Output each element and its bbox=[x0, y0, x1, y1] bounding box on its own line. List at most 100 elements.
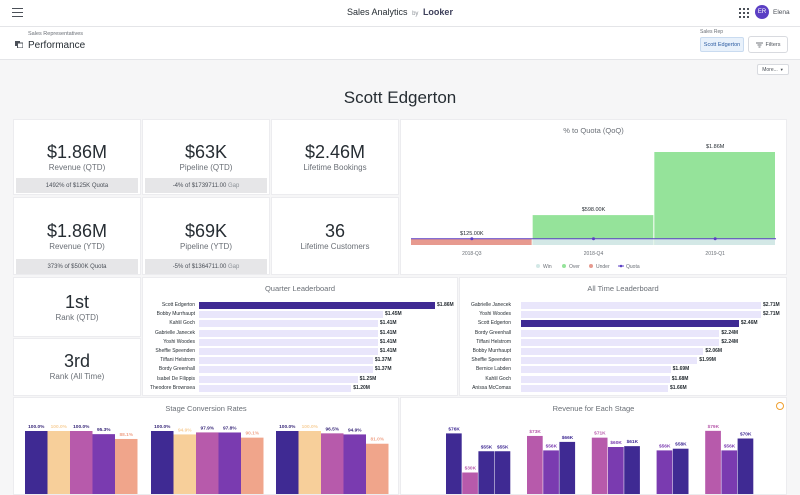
stage-revenue-label: $60K bbox=[610, 440, 622, 446]
filter-icon bbox=[755, 42, 763, 47]
filters-button[interactable]: Filters bbox=[748, 36, 788, 53]
leaderboard-name: Bernice Labden bbox=[475, 366, 511, 373]
leaderboard-value: $2.24M bbox=[721, 338, 739, 345]
top-bar: Sales Analytics by Looker ER Elena bbox=[0, 0, 800, 27]
stage-revenue-bar bbox=[624, 446, 640, 494]
stage-revenue-bar bbox=[559, 441, 576, 494]
leaderboard-row: Bordy Greenhall $2.24M bbox=[460, 329, 788, 338]
leaderboard-name: Kahlil Goch bbox=[485, 375, 511, 382]
stage-revenue-label: $76K bbox=[448, 426, 460, 432]
quota-x-tick: 2018-Q3 bbox=[462, 251, 482, 257]
alltime-leaderboard-tile: All Time Leaderboard Gabrielle Janecek $2… bbox=[459, 277, 787, 396]
leaderboard-value: $2.46M bbox=[740, 320, 758, 327]
more-button[interactable]: More... ▼ bbox=[757, 64, 789, 75]
leaderboard-bar bbox=[199, 302, 435, 309]
quarter-leaderboard-tile: Quarter Leaderboard Scott Edgerton $1.86M… bbox=[142, 277, 458, 396]
leaderboard-value: $1.25M bbox=[359, 375, 377, 382]
stage-conversion-label: 81.0% bbox=[370, 437, 384, 443]
clock-icon[interactable] bbox=[776, 402, 784, 410]
looker-logo: Looker bbox=[422, 7, 453, 17]
legend-swatch bbox=[562, 264, 566, 268]
quota-x-tick: 2018-Q4 bbox=[584, 251, 604, 257]
legend-label: Under bbox=[596, 264, 610, 270]
stage-conversion-bar bbox=[115, 438, 138, 494]
stage-revenue-bar bbox=[591, 437, 608, 494]
stage-conversion-label: 94.9% bbox=[348, 427, 362, 433]
leaderboard-value: $1.37M bbox=[374, 366, 392, 373]
quota-point bbox=[592, 237, 595, 241]
quota-x-tick: 2019-Q1 bbox=[705, 251, 725, 257]
stage-revenue-label: $55K bbox=[497, 444, 509, 450]
leaderboard-name: Yoshi Woodes bbox=[163, 338, 195, 345]
pipeline-ytd-label: Pipeline (YTD) bbox=[179, 242, 232, 251]
leaderboard-bar bbox=[199, 375, 358, 383]
leaderboard-row: Bobby Murrhaupt $1.45M bbox=[143, 310, 459, 319]
more-button-label: More... bbox=[762, 66, 778, 73]
stage-conversion-title: Stage Conversion Rates bbox=[165, 404, 247, 413]
stage-revenue-bar bbox=[656, 450, 673, 494]
quota-chart: $125.00K 2018-Q3 $598.00K 2018-Q4 $1.86M 2019… bbox=[411, 144, 776, 270]
user-name[interactable]: Elena bbox=[773, 9, 790, 16]
quota-data-label: $598.00K bbox=[582, 207, 606, 213]
apps-grid-icon[interactable] bbox=[739, 8, 749, 18]
app-title: Sales Analytics by Looker bbox=[0, 7, 800, 17]
stage-conversion-bar bbox=[321, 433, 344, 494]
pipeline-ytd-gap-suffix: Gap bbox=[227, 263, 240, 270]
stage-conversion-bar bbox=[276, 431, 299, 494]
leaderboard-name: Sheffie Speenden bbox=[471, 357, 511, 364]
lifetime-bookings-value: $2.46M bbox=[304, 142, 366, 162]
legend-label: Over bbox=[569, 264, 580, 270]
leaderboard-value: $1.68M bbox=[671, 375, 689, 382]
stage-conversion-bar bbox=[196, 432, 219, 494]
legend-swatch-dot bbox=[619, 264, 623, 268]
menu-icon[interactable] bbox=[12, 8, 23, 17]
stage-revenue-label: $66K bbox=[562, 435, 574, 441]
leaderboard-name: Bordy Greenhall bbox=[474, 329, 511, 336]
stage-revenue-bar bbox=[608, 447, 624, 494]
rank-all-tile: 3rd Rank (All Time) bbox=[13, 338, 141, 396]
leaderboard-bar bbox=[521, 366, 671, 374]
leaderboard-bar bbox=[521, 311, 761, 319]
leaderboard-name: Bobby Murrhaupt bbox=[472, 348, 511, 354]
quota-point bbox=[470, 237, 474, 241]
stage-revenue-label: $56K bbox=[546, 443, 558, 449]
leaderboard-bar bbox=[521, 384, 668, 392]
leaderboard-value: $1.86M bbox=[437, 302, 454, 308]
stage-conversion-tile: Stage Conversion Rates 100.0% 100.0% 100.0… bbox=[13, 397, 399, 495]
leaderboard-name: Bordy Greenhall bbox=[158, 366, 195, 373]
stage-conversion-bar bbox=[298, 431, 321, 494]
dashboard-icon bbox=[15, 41, 23, 48]
leaderboard-name: Scott Edgerton bbox=[477, 320, 511, 327]
quota-chart-title: % to Quota (QoQ) bbox=[563, 126, 624, 135]
leaderboard-value: $1.20M bbox=[353, 384, 370, 391]
quota-bar-2018-Q3 bbox=[411, 238, 532, 245]
stage-conversion-label: 100.0% bbox=[279, 424, 296, 430]
chevron-down-icon: ▼ bbox=[779, 67, 784, 72]
legend-swatch bbox=[589, 264, 593, 268]
leaderboard-row: Sheffie Speenden $1.99M bbox=[460, 356, 788, 365]
pipeline-ytd-gap: -5% of $1364711.00 Gap bbox=[145, 259, 267, 274]
rank-qtd-tile: 1st Rank (QTD) bbox=[13, 277, 141, 337]
stage-conversion-bar bbox=[173, 434, 196, 494]
stage-conversion-label: 94.9% bbox=[178, 427, 192, 433]
stage-revenue-bar bbox=[494, 451, 511, 494]
leaderboard-name: Anissa McComas bbox=[472, 384, 511, 391]
dashboard-title: Performance bbox=[28, 40, 86, 51]
user-avatar[interactable]: ER bbox=[755, 5, 769, 19]
pipeline-qtd-label: Pipeline (QTD) bbox=[179, 163, 233, 172]
rank-all-label: Rank (All Time) bbox=[49, 372, 105, 381]
quota-win-bar-2018-Q4 bbox=[532, 238, 654, 245]
dashboard-header: Sales Representatives Performance Sales … bbox=[0, 27, 800, 60]
revenue-ytd-tile: $1.86M Revenue (YTD) 373% of $500K Quota bbox=[13, 197, 141, 275]
stage-conversion-bar bbox=[47, 431, 70, 494]
stage-conversion-label: 88.1% bbox=[119, 432, 133, 438]
leaderboard-bar bbox=[521, 329, 720, 337]
quarter-leaderboard-title: Quarter Leaderboard bbox=[264, 284, 336, 293]
revenue-ytd-quota-text: 373% of $500K Quota bbox=[47, 263, 107, 270]
stage-revenue-bar bbox=[705, 430, 721, 494]
rep-name-title: Scott Edgerton bbox=[343, 88, 457, 107]
leaderboard-bar bbox=[521, 320, 739, 328]
sales-rep-filter[interactable]: Scott Edgerton bbox=[700, 37, 744, 52]
breadcrumb[interactable]: Sales Representatives bbox=[28, 31, 84, 37]
stage-revenue-label: $61K bbox=[627, 439, 639, 445]
